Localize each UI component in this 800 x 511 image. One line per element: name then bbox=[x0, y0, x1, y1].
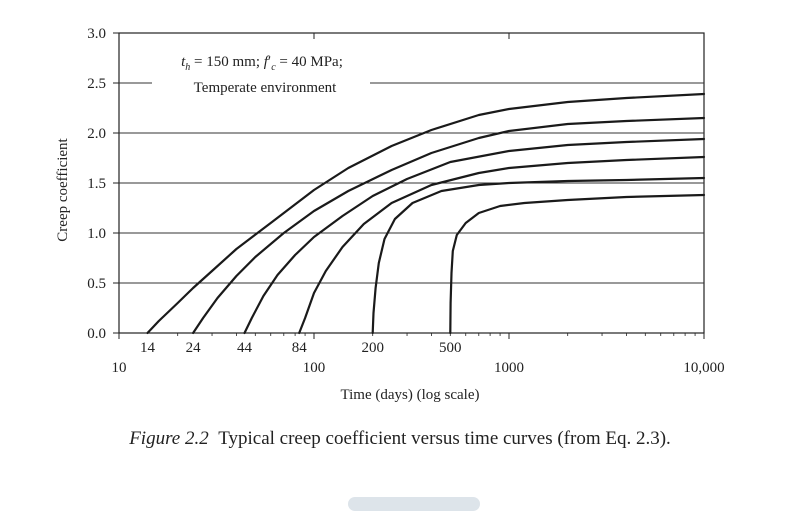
y-tick-label: 3.0 bbox=[87, 26, 106, 42]
creep-chart: 0.0 0.5 1.0 1.5 2.0 2.5 3.0 10 100 1000 10,000 14 24… bbox=[55, 26, 725, 403]
grid-lines bbox=[119, 82, 704, 284]
loading-age-label: 14 bbox=[140, 340, 156, 356]
annotation-box bbox=[152, 45, 370, 97]
annotation-line-2: Temperate environment bbox=[194, 80, 337, 96]
x-tick-label: 10,000 bbox=[683, 360, 724, 376]
y-axis-label: Creep coefficient bbox=[55, 137, 71, 241]
figure-caption-text: Typical creep coefficient versus time cu… bbox=[218, 428, 671, 449]
x-tick-label: 10 bbox=[112, 360, 127, 376]
creep-curve-6 bbox=[449, 193, 706, 335]
creep-curve-4 bbox=[298, 155, 706, 335]
y-tick-label: 2.0 bbox=[87, 126, 106, 142]
x-tick-label: 100 bbox=[303, 360, 326, 376]
creep-curve-2 bbox=[192, 116, 706, 335]
creep-curves bbox=[146, 92, 706, 335]
scroll-indicator[interactable] bbox=[348, 497, 480, 511]
loading-age-label: 44 bbox=[237, 340, 253, 356]
loading-age-label: 200 bbox=[361, 340, 384, 356]
creep-curve-3 bbox=[243, 137, 706, 335]
figure-caption: Figure 2.2 Typical creep coefficient ver… bbox=[0, 428, 800, 450]
y-tick-label: 1.0 bbox=[87, 226, 106, 242]
y-tick-label: 2.5 bbox=[87, 76, 106, 92]
creep-curve-1 bbox=[146, 92, 706, 335]
y-tick-label: 0.5 bbox=[87, 276, 106, 292]
y-tick-label: 0.0 bbox=[87, 326, 106, 342]
loading-age-label: 500 bbox=[439, 340, 462, 356]
creep-curve-5 bbox=[371, 176, 706, 335]
x-tick-label: 1000 bbox=[494, 360, 524, 376]
axis-ticks: 0.0 0.5 1.0 1.5 2.0 2.5 3.0 10 100 1000 10,000 14 24… bbox=[87, 26, 724, 376]
loading-age-label: 24 bbox=[186, 340, 202, 356]
annotation-line-1: th = 150 mm; f′c = 40 MPa; bbox=[181, 54, 343, 73]
x-axis-label: Time (days) (log scale) bbox=[341, 387, 480, 403]
loading-age-label: 84 bbox=[292, 340, 308, 356]
figure-label: Figure 2.2 bbox=[129, 428, 209, 449]
y-tick-label: 1.5 bbox=[87, 176, 106, 192]
